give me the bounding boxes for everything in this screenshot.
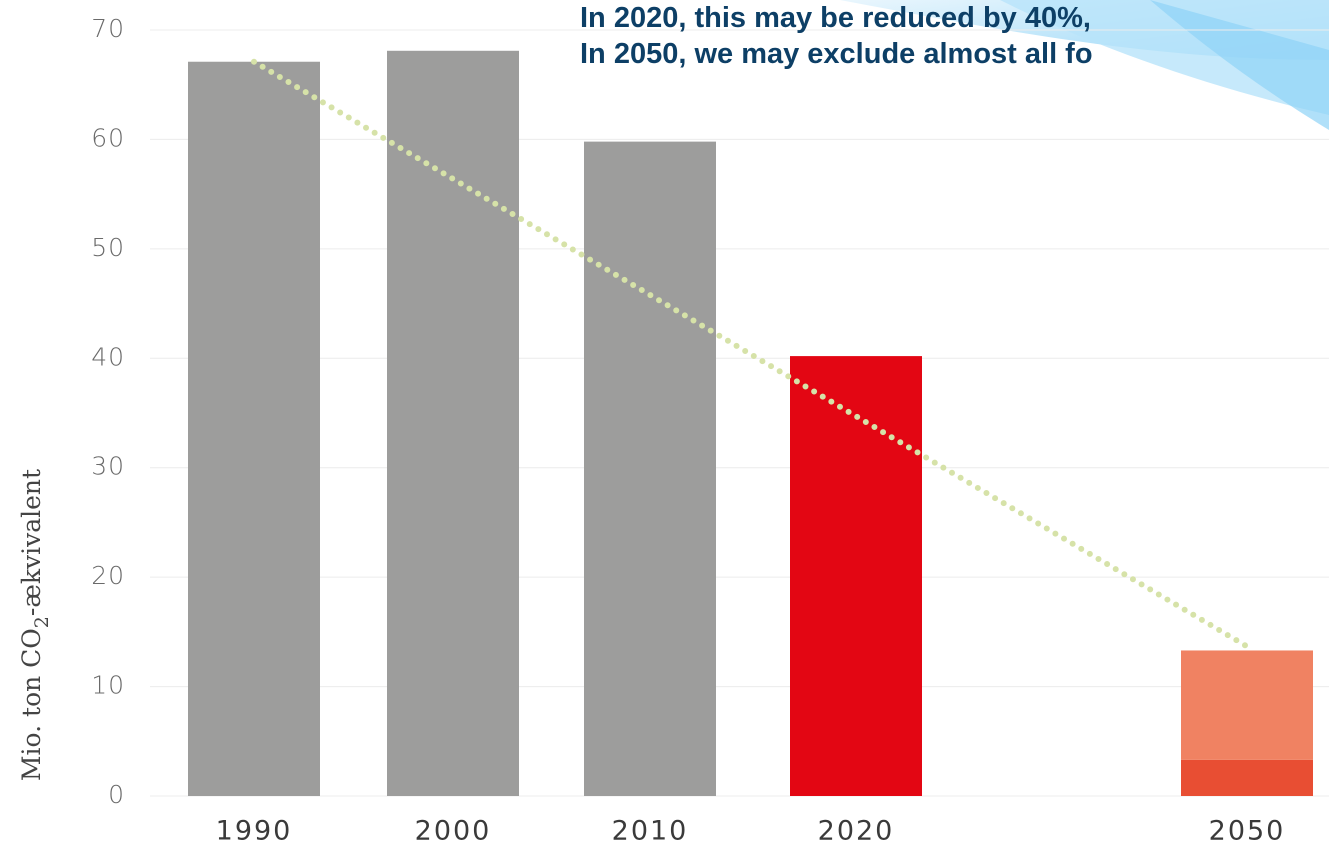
x-tick-label: 2020 <box>818 816 895 846</box>
bar <box>1181 759 1313 796</box>
y-tick-label: 70 <box>91 14 125 43</box>
bar <box>1181 650 1313 760</box>
bar <box>584 141 716 797</box>
y-axis-label: Mio. ton CO2-ækvivalent <box>17 469 53 781</box>
x-tick-label: 2000 <box>415 816 492 846</box>
bar <box>790 356 922 796</box>
y-label-subscript: 2 <box>31 616 53 628</box>
y-tick-label: 50 <box>91 233 125 262</box>
x-tick-label: 2050 <box>1209 816 1286 846</box>
y-label-part: Mio. ton CO <box>17 628 46 781</box>
y-tick-label: 20 <box>91 561 125 590</box>
y-label-part: -ækvivalent <box>17 469 46 616</box>
bar <box>387 50 519 796</box>
x-tick-label: 1990 <box>216 816 293 846</box>
x-tick-label: 2010 <box>612 816 689 846</box>
y-tick-label: 0 <box>108 780 125 809</box>
trend-line <box>251 58 1255 653</box>
y-tick-label: 40 <box>91 342 125 371</box>
bar <box>188 61 320 796</box>
annotation: In 2020, this may be reduced by 40%, <box>580 2 1091 34</box>
y-tick-label: 60 <box>91 123 125 152</box>
y-tick-label: 30 <box>91 452 125 481</box>
annotation: In 2050, we may exclude almost all fo <box>580 38 1093 70</box>
y-tick-label: 10 <box>91 671 125 700</box>
